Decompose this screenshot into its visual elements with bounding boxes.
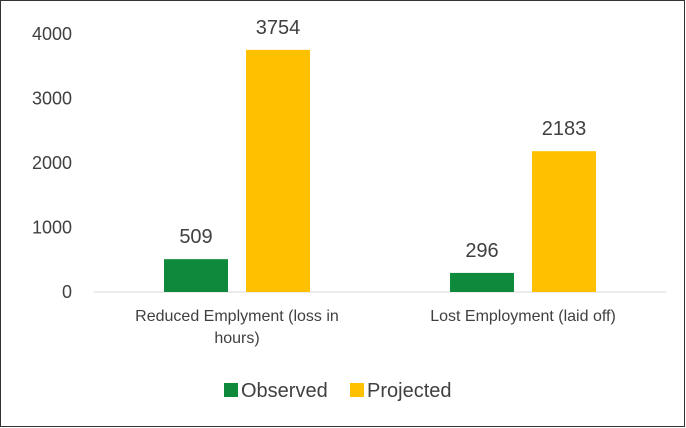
legend-label-observed: Observed xyxy=(241,380,328,402)
bar-projected xyxy=(246,49,310,292)
y-tick-label: 0 xyxy=(62,282,72,302)
legend-swatch-observed xyxy=(224,383,238,397)
bar-observed xyxy=(164,259,228,292)
y-tick-label: 4000 xyxy=(32,24,72,44)
legend-swatch-projected xyxy=(350,383,364,397)
y-tick-label: 2000 xyxy=(32,153,72,173)
x-category-label: Reduced Emplyment (loss in hours) xyxy=(135,308,339,347)
x-category-label: Lost Employment (laid off) xyxy=(430,308,616,325)
data-label: 296 xyxy=(465,240,498,262)
data-label: 509 xyxy=(179,226,212,248)
y-tick-label: 3000 xyxy=(32,89,72,109)
data-label: 3754 xyxy=(256,17,301,39)
y-tick-label: 1000 xyxy=(32,218,72,238)
bar-observed xyxy=(450,272,514,292)
legend-label-projected: Projected xyxy=(367,380,452,402)
bar-projected xyxy=(532,151,596,292)
data-label: 2183 xyxy=(542,118,587,140)
